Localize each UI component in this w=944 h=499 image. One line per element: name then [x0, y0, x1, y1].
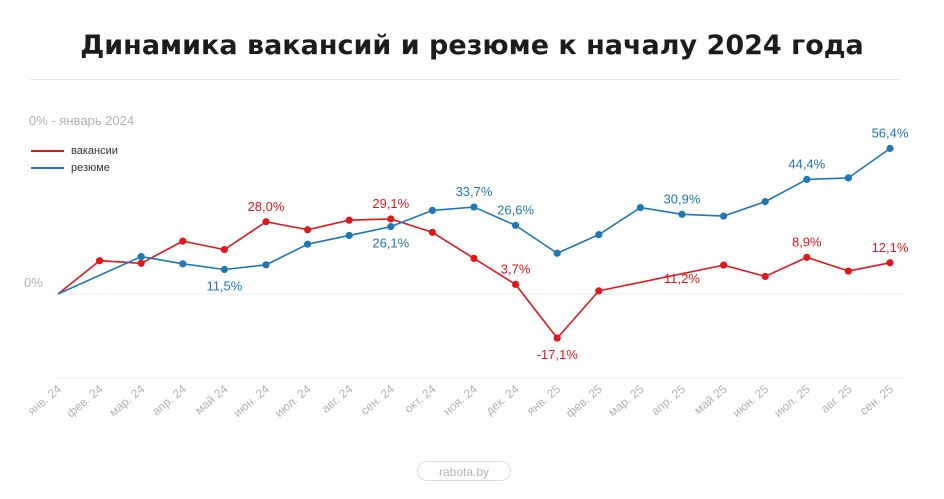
data-point-vacancies — [511, 280, 520, 289]
data-point-vacancies — [428, 228, 436, 236]
x-tick-label: май 25 — [691, 382, 730, 418]
data-point-vacancies — [595, 287, 603, 295]
legend-swatch-resumes — [31, 167, 64, 169]
x-tick-label: мар. 24 — [106, 382, 147, 420]
data-point-vacancies — [96, 257, 104, 265]
source-badge[interactable]: rabota.by — [417, 461, 511, 481]
data-point-vacancies — [470, 254, 478, 262]
data-point-vacancies — [137, 259, 145, 267]
data-label-vacancies: 8,9% — [792, 234, 822, 249]
data-point-resumes — [137, 252, 145, 261]
data-point-resumes — [595, 231, 603, 239]
data-point-vacancies — [553, 334, 561, 342]
data-point-resumes — [428, 206, 436, 215]
data-label-vacancies: 3,7% — [501, 261, 531, 276]
x-tick-label: май 24 — [192, 382, 231, 418]
data-point-vacancies — [179, 237, 187, 245]
x-tick-label: июн. 25 — [730, 382, 772, 420]
x-tick-label: дек. 24 — [483, 382, 522, 418]
x-tick-label: авг. 24 — [319, 382, 356, 416]
x-tick-label: янв. 25 — [524, 382, 564, 418]
x-tick-label: апр. 25 — [649, 382, 689, 419]
baseline-note: 0% - январь 2024 — [29, 113, 135, 128]
title-divider — [30, 79, 900, 80]
data-point-resumes — [886, 144, 894, 153]
chart-title: Динамика вакансий и резюме к началу 2024… — [80, 30, 864, 61]
data-label-vacancies: 11,2% — [664, 271, 700, 286]
data-point-resumes — [304, 240, 312, 248]
data-point-resumes — [636, 203, 645, 212]
data-label-vacancies: -17,1% — [537, 347, 579, 362]
x-tick-label: ноя. 24 — [441, 382, 481, 419]
data-point-vacancies — [803, 253, 811, 261]
x-tick-label: янв. 24 — [25, 382, 65, 418]
data-point-vacancies — [304, 226, 312, 234]
data-label-resumes: 44,4% — [788, 156, 825, 171]
data-point-resumes — [470, 203, 478, 211]
data-point-vacancies — [387, 215, 395, 223]
x-tick-label: авг. 25 — [818, 382, 855, 416]
data-label-resumes: 56,4% — [872, 125, 909, 140]
x-tick-label: апр. 24 — [149, 382, 189, 419]
data-point-resumes — [720, 212, 728, 220]
x-tick-label: мар. 25 — [606, 382, 647, 420]
data-point-vacancies — [761, 272, 769, 281]
data-label-resumes: 30,9% — [664, 191, 701, 206]
data-label-vacancies: 29,1% — [372, 196, 409, 211]
series-line-resumes — [57, 147, 891, 295]
data-point-vacancies — [262, 218, 270, 226]
x-tick-label: фев. 24 — [64, 382, 106, 421]
data-point-resumes — [220, 265, 228, 274]
legend-label-resumes: резюме — [71, 162, 110, 174]
data-point-vacancies — [220, 246, 228, 254]
data-point-resumes — [345, 231, 353, 240]
legend-swatch-vacancies — [31, 150, 64, 152]
x-tick-label: сен. 25 — [857, 382, 896, 418]
y-axis-zero-label: 0% — [24, 275, 43, 290]
data-point-resumes — [553, 249, 561, 257]
data-point-resumes — [844, 174, 853, 182]
data-point-resumes — [262, 261, 270, 269]
data-point-resumes — [761, 198, 769, 206]
x-tick-label: июл. 24 — [272, 382, 314, 420]
data-label-vacancies: 28,0% — [248, 199, 285, 214]
legend-label-vacancies: вакансии — [71, 145, 118, 157]
x-tick-label: сен. 24 — [358, 382, 397, 418]
legend-item-resumes: резюме — [31, 162, 110, 174]
data-label-resumes: 26,6% — [497, 202, 534, 217]
data-label-resumes: 33,7% — [456, 184, 493, 199]
data-label-vacancies: 12,1% — [872, 240, 909, 255]
x-tick-label: окт. 24 — [402, 382, 439, 416]
data-point-vacancies — [345, 216, 353, 224]
x-tick-label: фев. 25 — [563, 382, 605, 421]
data-point-resumes — [803, 175, 811, 184]
data-point-vacancies — [844, 267, 853, 275]
data-point-vacancies — [886, 259, 894, 267]
data-point-vacancies — [720, 261, 728, 269]
data-label-resumes: 26,1% — [372, 236, 409, 251]
data-label-resumes: 11,5% — [206, 278, 242, 293]
x-tick-label: июн. 24 — [231, 382, 273, 420]
data-point-resumes — [387, 223, 395, 231]
data-point-resumes — [511, 221, 520, 229]
x-tick-label: июл. 25 — [771, 382, 813, 420]
data-point-resumes — [678, 210, 686, 218]
legend-item-vacancies: вакансии — [31, 145, 118, 157]
data-point-resumes — [179, 260, 187, 268]
